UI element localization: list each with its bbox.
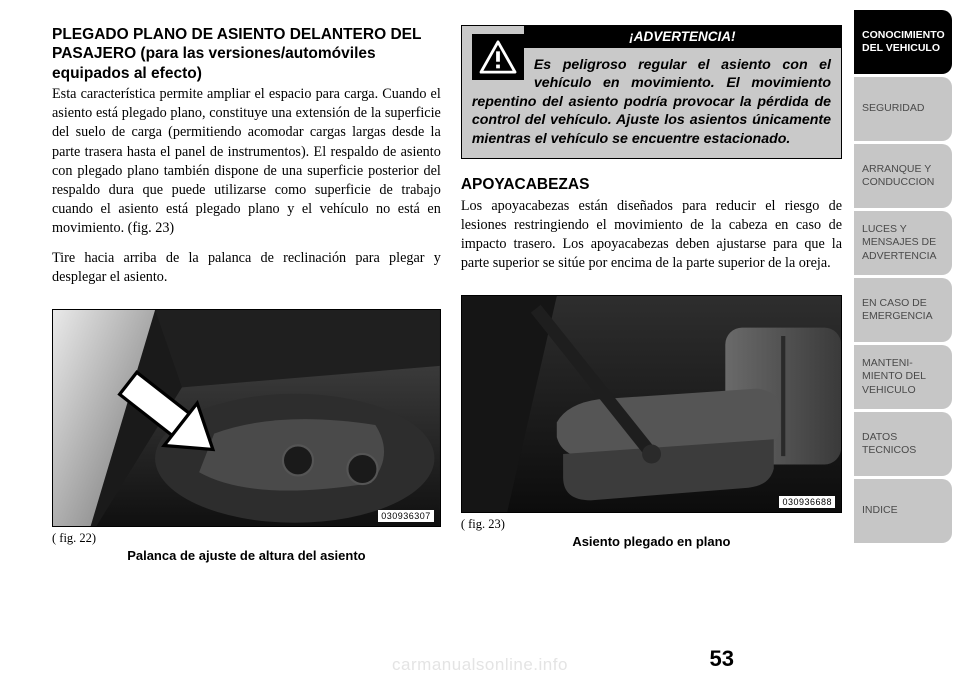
tab-emergencia[interactable]: EN CASO DE EMERGENCIA <box>854 278 952 342</box>
tab-label: SEGURIDAD <box>862 102 924 115</box>
column-left: PLEGADO PLANO DE ASIENTO DELANTERO DEL P… <box>52 25 441 678</box>
side-nav: CONOCIMIENTO DEL VEHICULO SEGURIDAD ARRA… <box>854 0 960 678</box>
figure-code: 030936307 <box>378 510 434 522</box>
folded-seat-illustration-icon <box>462 296 841 513</box>
tab-mantenimiento[interactable]: MANTENI­MIENTO DEL VEHICULO <box>854 345 952 409</box>
body-paragraph: Tire hacia arriba de la palanca de recli… <box>52 249 441 287</box>
tab-label: DATOS TECNICOS <box>862 431 944 457</box>
figure-reference: ( fig. 23) <box>461 517 842 532</box>
section-heading-headrest: APOYACABEZAS <box>461 175 842 194</box>
tab-label: LUCES Y MENSAJES DE ADVERTENCIA <box>862 223 944 262</box>
figure-caption: Asiento plegado en plano <box>461 534 842 549</box>
tab-label: MANTENI­MIENTO DEL VEHICULO <box>862 357 944 396</box>
warning-icon <box>472 34 524 80</box>
tab-label: INDICE <box>862 504 898 517</box>
content-area: PLEGADO PLANO DE ASIENTO DELANTERO DEL P… <box>0 0 854 678</box>
tab-label: ARRANQUE Y CONDUCCION <box>862 163 944 189</box>
figure-code: 030936688 <box>779 496 835 508</box>
tab-conocimiento[interactable]: CONOCIMIENTO DEL VEHICULO <box>854 10 952 74</box>
tab-indice[interactable]: INDICE <box>854 479 952 543</box>
warning-triangle-icon <box>479 40 517 74</box>
tab-datos[interactable]: DATOS TECNICOS <box>854 412 952 476</box>
figure-23: 030936688 ( fig. 23) Asiento plegado en … <box>461 295 842 549</box>
tab-arranque[interactable]: ARRANQUE Y CONDUCCION <box>854 144 952 208</box>
warning-title: ¡ADVERTENCIA! <box>524 26 841 48</box>
warning-text: Es peligroso regular el asiento con el v… <box>472 34 831 148</box>
figure-reference: ( fig. 22) <box>52 531 441 546</box>
tab-label: CONOCIMIENTO DEL VEHICULO <box>862 29 945 55</box>
figure-image-folded-seat: 030936688 <box>461 295 842 513</box>
body-paragraph: Esta característica permite ampliar el e… <box>52 85 441 238</box>
tab-label: EN CASO DE EMERGENCIA <box>862 297 944 323</box>
section-heading-fold-flat: PLEGADO PLANO DE ASIENTO DELANTERO DEL P… <box>52 25 441 83</box>
page-root: PLEGADO PLANO DE ASIENTO DELANTERO DEL P… <box>0 0 960 678</box>
figure-22: 030936307 ( fig. 22) Palanca de ajuste d… <box>52 309 441 563</box>
page-number: 53 <box>710 646 734 672</box>
figure-image-seat-lever: 030936307 <box>52 309 441 527</box>
seat-lever-illustration-icon <box>53 310 440 527</box>
figure-caption: Palanca de ajuste de altura del asiento <box>52 548 441 563</box>
warning-box: ¡ADVERTENCIA! Es peligroso regular el as… <box>461 25 842 159</box>
body-paragraph: Los apoyacabezas están diseñados para re… <box>461 197 842 274</box>
tab-seguridad[interactable]: SEGURIDAD <box>854 77 952 141</box>
column-right: ¡ADVERTENCIA! Es peligroso regular el as… <box>461 25 842 678</box>
tab-luces[interactable]: LUCES Y MENSAJES DE ADVERTENCIA <box>854 211 952 275</box>
